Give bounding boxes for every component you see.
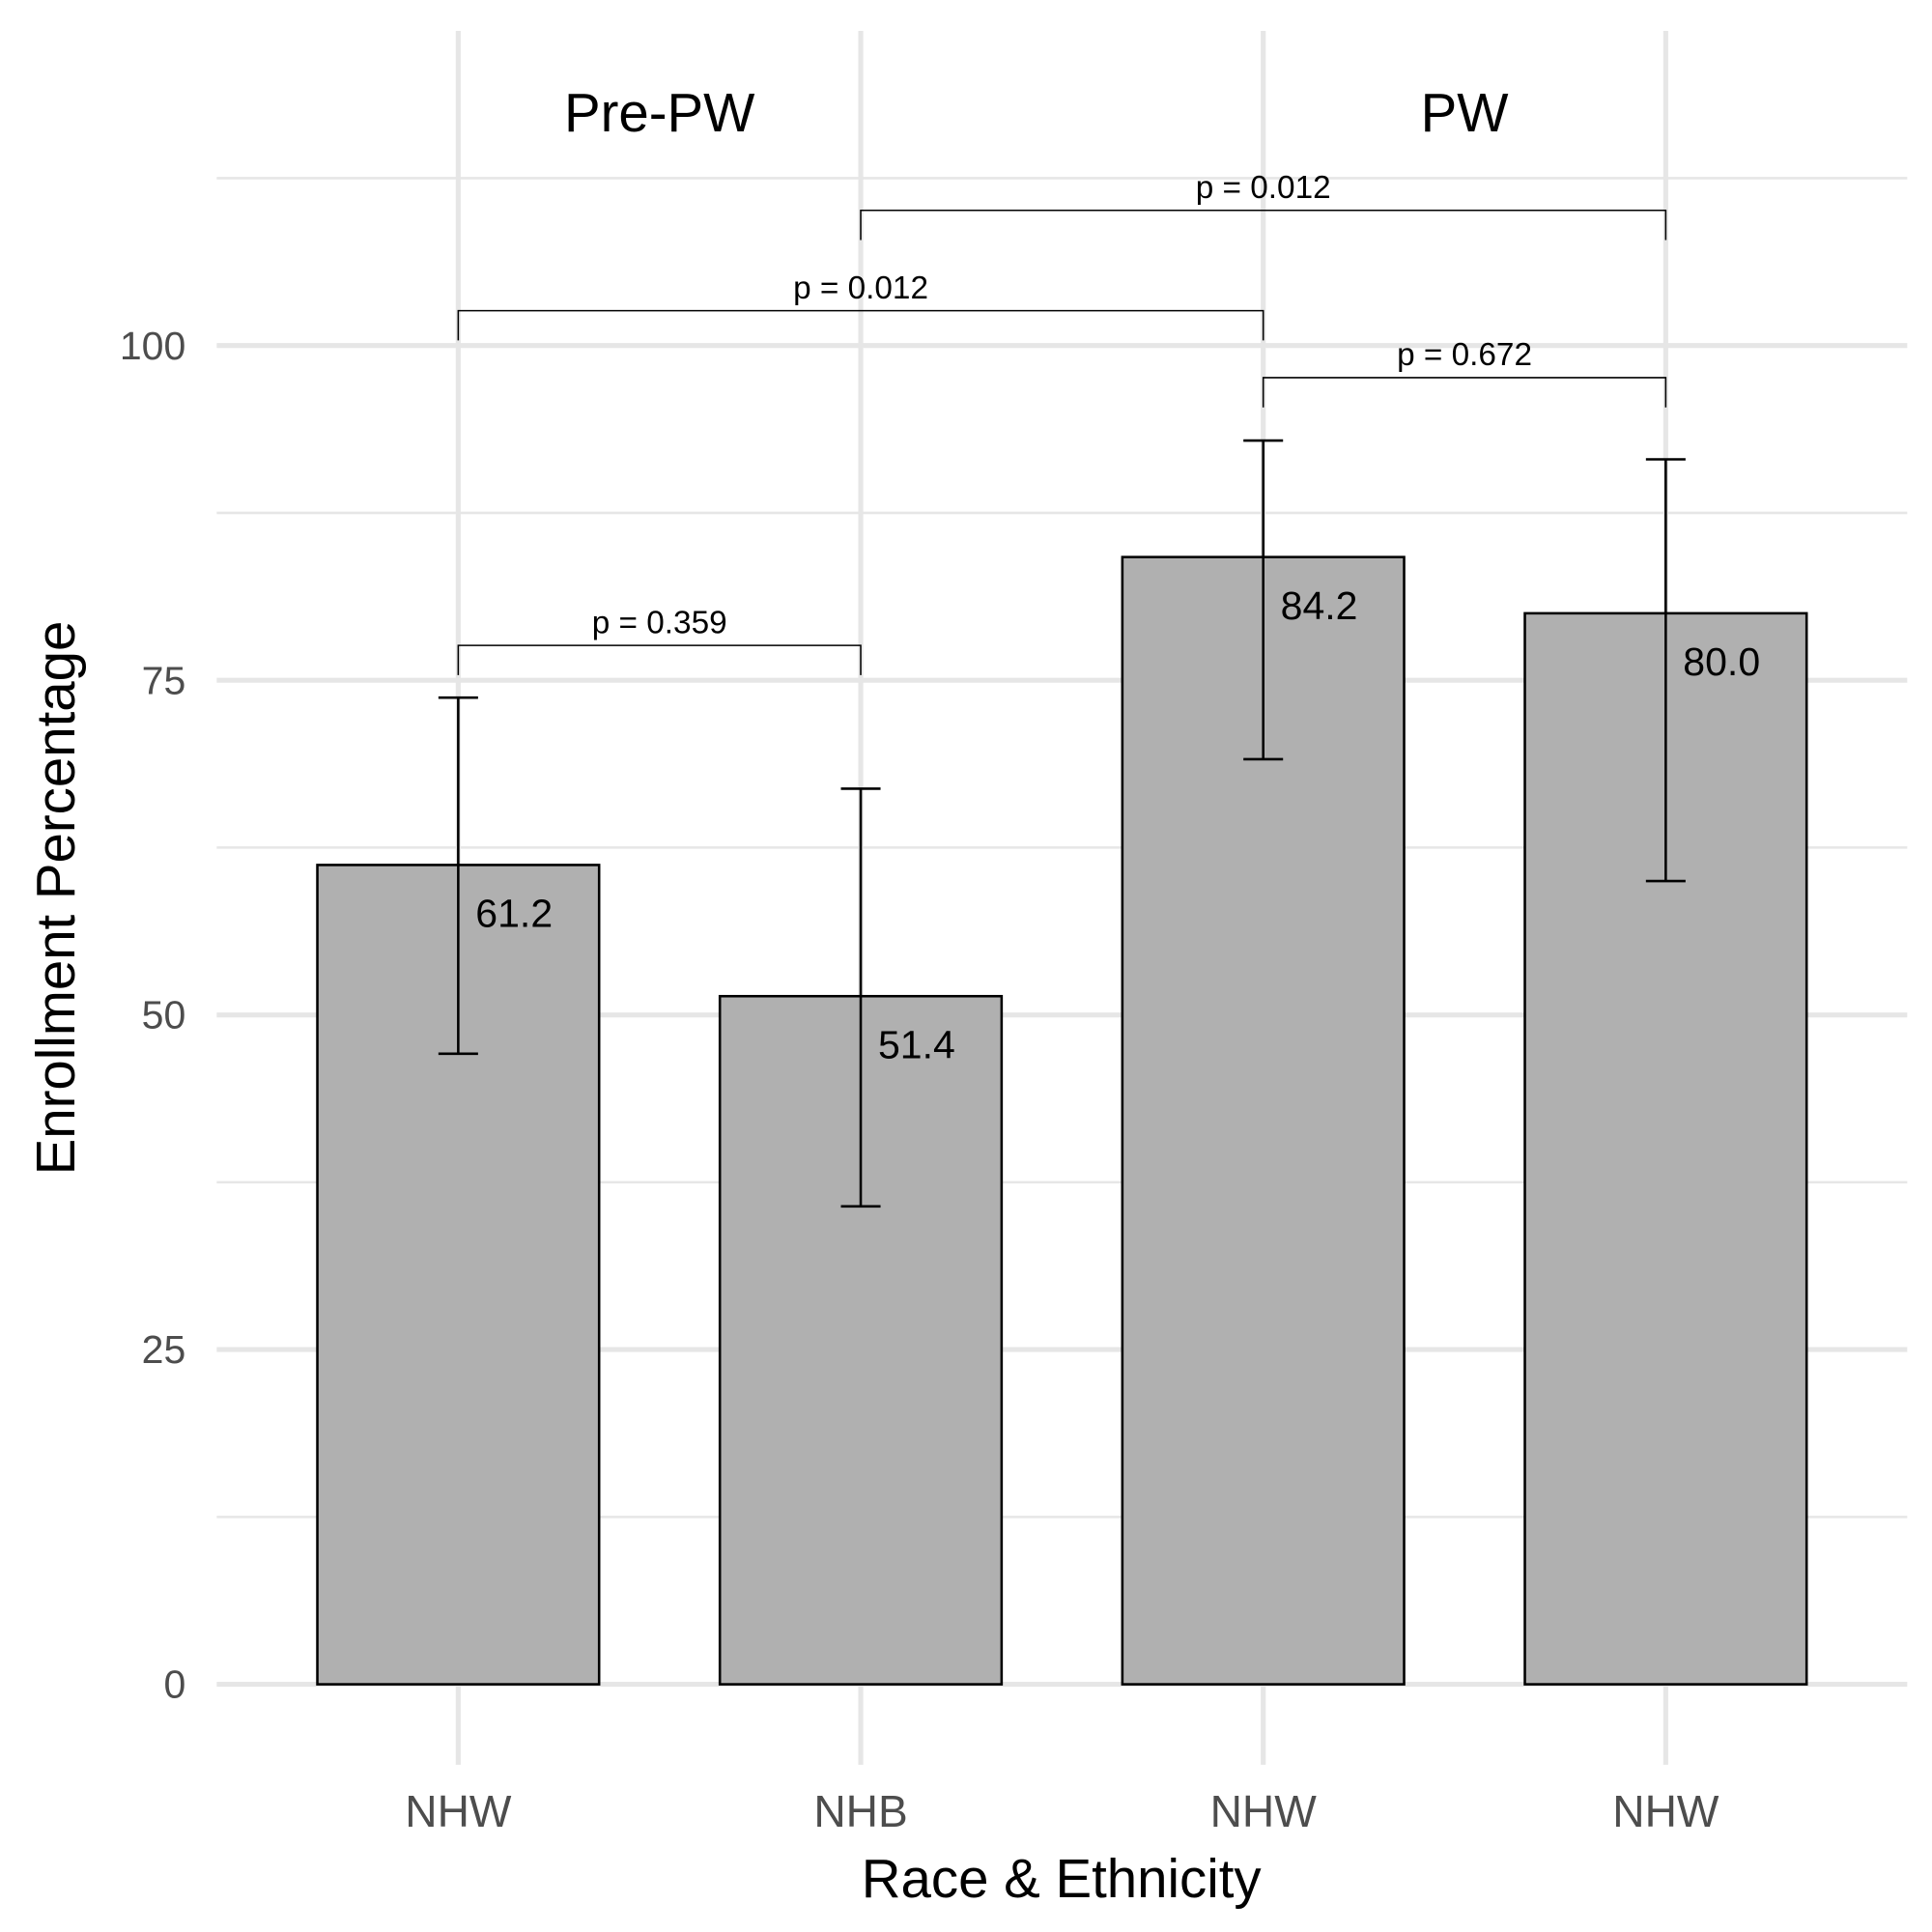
y-tick-label: 25 — [142, 1327, 186, 1372]
p-value-label: p = 0.672 — [1397, 337, 1532, 373]
significance-bracket — [457, 309, 1264, 341]
value-label: 84.2 — [1281, 583, 1358, 628]
x-tick-label: NHW — [1612, 1786, 1719, 1836]
x-tick-label: NHW — [405, 1786, 512, 1836]
value-label: 61.2 — [475, 892, 553, 936]
significance-bracket — [1262, 377, 1667, 408]
p-value-label: p = 0.012 — [1196, 170, 1331, 206]
p-value-label: p = 0.012 — [793, 270, 928, 306]
p-value-label: p = 0.359 — [592, 605, 727, 640]
bars — [316, 555, 1808, 1686]
comparisons: p = 0.359 p = 0.012 p = 0.012 p = 0.672 — [457, 170, 1667, 675]
axes: 0 25 50 75 100 NHW NHB NHW NHW Pre-PW PW — [120, 82, 1719, 1836]
y-tick-label: 100 — [120, 324, 185, 368]
y-tick-label: 0 — [163, 1662, 185, 1707]
y-axis-title: Enrollment Percentage — [25, 621, 86, 1176]
y-tick-label: 50 — [142, 993, 186, 1037]
error-bars: 61.2 51.4 84.2 80.0 — [438, 439, 1760, 1208]
group-label: PW — [1421, 82, 1510, 143]
significance-bracket — [860, 209, 1667, 241]
significance-bracket — [457, 644, 862, 675]
x-tick-label: NHB — [813, 1786, 907, 1836]
group-label: Pre-PW — [564, 82, 755, 143]
value-label: 80.0 — [1683, 639, 1760, 684]
x-axis-title: Race & Ethnicity — [862, 1848, 1263, 1909]
x-tick-label: NHW — [1210, 1786, 1318, 1836]
value-label: 51.4 — [878, 1022, 955, 1066]
y-tick-label: 75 — [142, 658, 186, 702]
